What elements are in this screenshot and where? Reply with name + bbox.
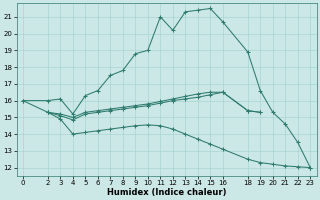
X-axis label: Humidex (Indice chaleur): Humidex (Indice chaleur) bbox=[107, 188, 226, 197]
